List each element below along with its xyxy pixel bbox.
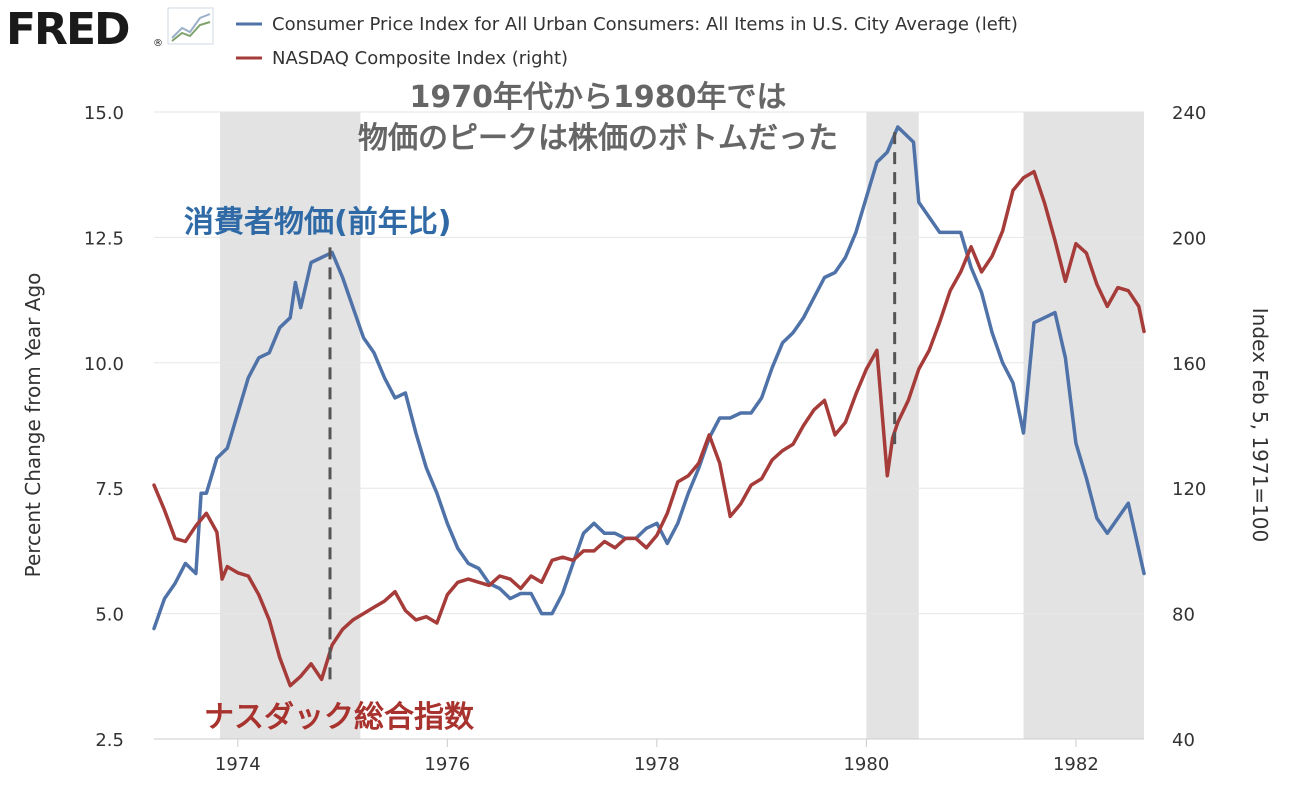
x-tick-label-2: 1978 (634, 754, 680, 775)
left-tick-label-4: 12.5 (84, 228, 124, 249)
fred-logo-text: FRED (6, 4, 129, 55)
recession-band-0 (220, 112, 361, 739)
fred-logo[interactable]: FRED ® (6, 4, 214, 55)
series-line-nasdaq[interactable] (152, 169, 1146, 688)
left-tick-label-0: 2.5 (95, 730, 124, 751)
peak-markers (328, 132, 897, 680)
annotation-title-line2: 物価のピークは株価のボトムだった (358, 121, 838, 156)
right-tick-label-2: 120 (1172, 479, 1206, 500)
line-chart-icon (167, 7, 214, 45)
legend: Consumer Price Index for All Urban Consu… (236, 14, 1018, 69)
right-axis-title: Index Feb 5, 1971=100 (1248, 308, 1272, 542)
left-tick-label-2: 7.5 (95, 479, 124, 500)
annotation-title-line1: 1970年代から1980年では (410, 80, 787, 115)
right-tick-label-4: 200 (1172, 228, 1206, 249)
recession-band-1 (866, 112, 919, 739)
axes: 1974 1976 1978 1980 1982 2.5 5.0 7.5 10.0 12.5 15.… (84, 103, 1206, 775)
legend-label-nasdaq[interactable]: NASDAQ Composite Index (right) (272, 48, 568, 69)
right-tick-label-5: 240 (1172, 103, 1206, 124)
left-tick-label-5: 15.0 (84, 103, 124, 124)
right-tick-label-0: 40 (1172, 730, 1195, 751)
x-tick-label-1: 1976 (424, 754, 470, 775)
recession-bands (220, 112, 1144, 739)
left-tick-label-1: 5.0 (95, 605, 124, 626)
x-tick-label-4: 1982 (1053, 754, 1099, 775)
fred-logo-mark: ® (153, 38, 163, 49)
left-tick-label-3: 10.0 (84, 354, 124, 375)
recession-band-2 (1023, 112, 1144, 739)
annotation-nasdaq-label: ナスダック総合指数 (204, 700, 475, 735)
right-tick-label-3: 160 (1172, 354, 1206, 375)
legend-label-cpi[interactable]: Consumer Price Index for All Urban Consu… (272, 14, 1018, 35)
series-lines (152, 125, 1146, 688)
right-tick-label-1: 80 (1172, 605, 1195, 626)
left-axis-title: Percent Change from Year Ago (21, 273, 45, 578)
annotation-cpi-label: 消費者物価(前年比) (184, 205, 451, 240)
x-tick-label-0: 1974 (215, 754, 261, 775)
x-tick-label-3: 1980 (843, 754, 889, 775)
